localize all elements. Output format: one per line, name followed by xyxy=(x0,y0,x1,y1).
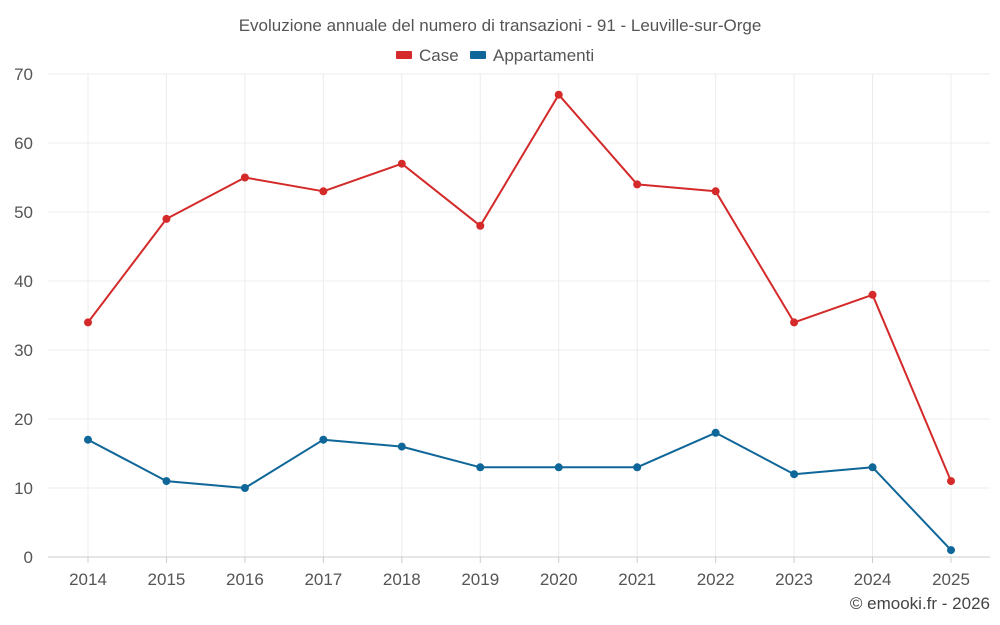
legend-item-appartamenti[interactable]: Appartamenti xyxy=(470,46,594,65)
data-point-case[interactable] xyxy=(947,477,955,486)
credit-text: © emooki.fr - 2026 xyxy=(850,594,990,613)
x-tick-label: 2014 xyxy=(69,570,107,589)
data-point-appartamenti[interactable] xyxy=(633,463,642,472)
data-point-appartamenti[interactable] xyxy=(319,435,328,444)
data-point-case[interactable] xyxy=(162,214,171,223)
x-tick-label: 2018 xyxy=(383,570,421,589)
data-point-case[interactable] xyxy=(319,187,328,196)
y-tick-label: 70 xyxy=(14,65,33,84)
legend: Case Appartamenti xyxy=(396,46,594,65)
y-tick-label: 10 xyxy=(14,479,33,498)
x-tick-label: 2024 xyxy=(854,570,892,589)
data-point-appartamenti[interactable] xyxy=(397,442,406,451)
legend-label-appartamenti: Appartamenti xyxy=(493,46,594,65)
x-tick-label: 2015 xyxy=(148,570,186,589)
legend-item-case[interactable]: Case xyxy=(396,46,459,65)
x-tick-label: 2021 xyxy=(618,570,656,589)
x-tick-label: 2025 xyxy=(932,570,970,589)
grid xyxy=(48,73,990,557)
data-point-case[interactable] xyxy=(868,290,877,299)
legend-swatch-case xyxy=(396,51,412,59)
x-tick-label: 2022 xyxy=(697,570,735,589)
data-point-appartamenti[interactable] xyxy=(790,470,799,479)
y-tick-label: 40 xyxy=(14,272,33,291)
series-line-case xyxy=(87,93,952,482)
chart-title: Evoluzione annuale del numero di transaz… xyxy=(239,16,762,35)
data-point-appartamenti[interactable] xyxy=(711,428,720,437)
series-line-appartamenti xyxy=(87,431,952,551)
y-tick-label: 60 xyxy=(14,134,33,153)
y-tick-label: 50 xyxy=(14,203,33,222)
series-appartamenti xyxy=(84,428,955,555)
data-point-appartamenti[interactable] xyxy=(554,463,563,472)
data-point-appartamenti[interactable] xyxy=(476,463,485,472)
data-point-case[interactable] xyxy=(790,318,799,327)
x-tick-label: 2023 xyxy=(775,570,813,589)
data-point-case[interactable] xyxy=(633,180,642,189)
y-tick-label: 0 xyxy=(24,548,33,567)
data-point-case[interactable] xyxy=(711,187,720,196)
x-tick-label: 2019 xyxy=(461,570,499,589)
data-point-case[interactable] xyxy=(397,159,406,168)
series xyxy=(84,90,955,555)
y-tick-label: 30 xyxy=(14,341,33,360)
axes: 0 10 20 30 40 50 60 70 2014 2015 2016 2017 2018 2019 2… xyxy=(14,65,990,589)
y-tick-label: 20 xyxy=(14,410,33,429)
data-point-appartamenti[interactable] xyxy=(162,477,171,486)
data-point-appartamenti[interactable] xyxy=(868,463,877,472)
data-point-case[interactable] xyxy=(84,318,92,327)
x-tick-label: 2017 xyxy=(304,570,342,589)
data-point-appartamenti[interactable] xyxy=(240,484,249,492)
x-tick-label: 2020 xyxy=(540,570,578,589)
data-point-case[interactable] xyxy=(240,173,249,182)
series-case xyxy=(84,90,955,486)
data-point-appartamenti[interactable] xyxy=(947,546,955,555)
legend-swatch-appartamenti xyxy=(470,51,486,59)
data-point-case[interactable] xyxy=(554,90,563,99)
legend-label-case: Case xyxy=(419,46,459,65)
x-tick-label: 2016 xyxy=(226,570,264,589)
data-point-appartamenti[interactable] xyxy=(84,435,92,444)
data-point-case[interactable] xyxy=(476,221,485,230)
